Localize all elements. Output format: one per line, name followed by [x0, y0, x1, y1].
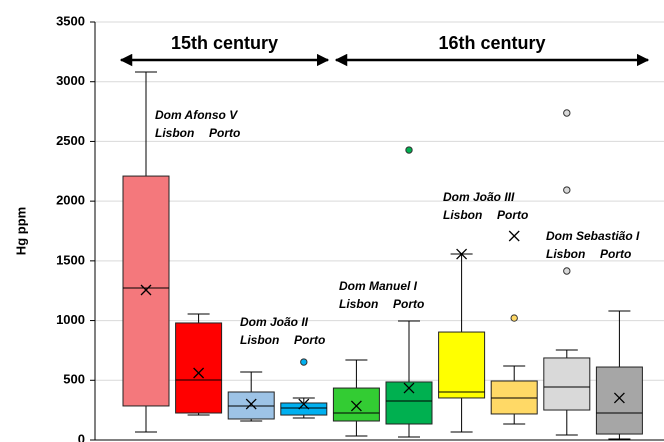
city-label: Lisbon: [339, 297, 378, 311]
y-tick-label: 3000: [56, 73, 85, 88]
outlier: [300, 358, 308, 366]
mean-marker: [193, 367, 205, 379]
outlier: [510, 314, 518, 322]
y-tick-label: 0: [78, 431, 85, 442]
city-label: Lisbon: [443, 208, 482, 222]
box: [385, 381, 433, 425]
reign-name: Dom Afonso V: [155, 108, 238, 122]
box: [332, 387, 380, 422]
mean-marker: [403, 382, 415, 394]
box: [543, 357, 591, 411]
outlier: [563, 186, 571, 194]
box: [595, 366, 643, 435]
city-label: Porto: [393, 297, 424, 311]
box: [280, 402, 328, 416]
period-label: 16th century: [438, 33, 545, 53]
mean-marker: [456, 248, 468, 260]
city-label: Porto: [209, 126, 240, 140]
city-label: Lisbon: [155, 126, 194, 140]
mean-marker: [245, 398, 257, 410]
reign-name: Dom Sebastião I: [546, 229, 640, 243]
reign-name: Dom João III: [443, 190, 515, 204]
reign-name: Dom Manuel I: [339, 279, 418, 293]
city-label: Porto: [497, 208, 528, 222]
box: [438, 331, 486, 399]
city-label: Lisbon: [240, 333, 279, 347]
reign-name: Dom João II: [240, 315, 309, 329]
mean-marker: [613, 392, 625, 404]
y-tick-label: 1000: [56, 312, 85, 327]
mean-marker: [140, 284, 152, 296]
y-tick-label: 500: [63, 372, 85, 387]
mean-marker: [350, 400, 362, 412]
y-tick-label: 2500: [56, 133, 85, 148]
city-label: Porto: [294, 333, 325, 347]
outlier: [405, 146, 413, 154]
y-tick-label: 1500: [56, 252, 85, 267]
outlier: [563, 267, 571, 275]
box: [122, 175, 170, 407]
outlier: [563, 109, 571, 117]
city-label: Lisbon: [546, 247, 585, 261]
y-axis-label: Hg ppm: [13, 207, 28, 255]
box: [175, 322, 223, 414]
y-tick-label: 2000: [56, 193, 85, 208]
city-label: Porto: [600, 247, 631, 261]
mean-marker: [508, 230, 520, 242]
y-tick-label: 3500: [56, 13, 85, 28]
period-label: 15th century: [171, 33, 278, 53]
mean-marker: [298, 398, 310, 410]
